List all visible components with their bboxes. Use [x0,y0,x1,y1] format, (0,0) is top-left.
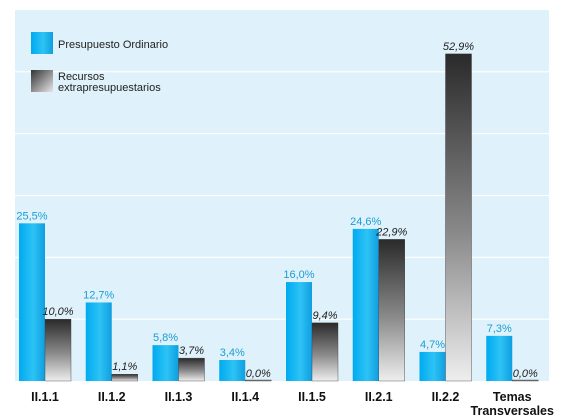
category-label: II.2.1 [365,390,393,404]
category-label: II.2.2 [432,390,460,404]
value-label-presupuesto-ordinario: 4,7% [420,339,445,351]
bar-presupuesto-ordinario [419,351,446,381]
bar-recursos-extrapresupuestarios [44,318,72,382]
category-label: II.1.1 [31,390,59,404]
bar-presupuesto-ordinario [19,223,45,381]
category-label: II.1.5 [298,390,326,404]
bars [19,53,539,382]
bar-presupuesto-ordinario [85,302,112,381]
bar-presupuesto-ordinario [152,345,179,381]
bar-recursos-extrapresupuestarios [378,239,405,382]
value-label-presupuesto-ordinario: 24,6% [350,216,381,228]
value-label-presupuesto-ordinario: 16,0% [283,269,314,281]
bar-presupuesto-ordinario [352,228,379,381]
category-label: II.1.3 [165,390,193,404]
legend-label-presupuesto-ordinario: Presupuesto Ordinario [58,39,168,51]
bar-presupuesto-ordinario [486,335,513,381]
value-label-presupuesto-ordinario: 5,8% [153,332,178,344]
legend: Presupuesto Ordinario Recursos extrapresu… [31,32,168,94]
value-label-presupuesto-ordinario: 7,3% [487,323,512,335]
value-label-recursos-extrapresupuestarios: 52,9% [443,41,474,53]
value-label-presupuesto-ordinario: 25,5% [16,210,47,222]
legend-swatch-presupuesto-ordinario [31,32,53,54]
bar-presupuesto-ordinario [286,282,312,381]
value-label-presupuesto-ordinario: 3,4% [220,347,245,359]
bar-recursos-extrapresupuestarios [111,373,138,382]
value-label-recursos-extrapresupuestarios: 0,0% [513,368,538,380]
value-label-recursos-extrapresupuestarios: 3,7% [179,345,204,357]
category-label: Temas Transversales [471,390,554,418]
category-labels: II.1.1 II.1.2 II.1.3 II.1.4 II.1.5 II.2.1 II.2… [31,390,554,418]
value-label-recursos-extrapresupuestarios: 22,9% [375,226,407,238]
legend-swatch-recursos-extrapresupuestarios [31,70,53,92]
category-label: II.1.4 [231,390,259,404]
bar-recursos-extrapresupuestarios [178,357,205,382]
bar-recursos-extrapresupuestarios [245,379,272,382]
bar-presupuesto-ordinario [219,359,246,381]
bar-recursos-extrapresupuestarios [512,379,539,382]
legend-label-recursos-extrapresupuestarios: Recursos extrapresupuestarios [58,71,161,94]
bar-recursos-extrapresupuestarios [445,53,472,382]
value-label-recursos-extrapresupuestarios: 1,1% [112,361,137,373]
value-label-recursos-extrapresupuestarios: 0,0% [246,368,271,380]
bar-recursos-extrapresupuestarios [311,322,339,382]
value-label-presupuesto-ordinario: 12,7% [83,289,114,301]
value-label-recursos-extrapresupuestarios: 9,4% [312,310,337,322]
value-label-recursos-extrapresupuestarios: 10,0% [42,306,73,318]
value-labels: 25,5%10,0%12,7%1,1%5,8%3,7% 3,4%0,0%16,0%… [16,41,538,380]
category-label: II.1.2 [98,390,126,404]
